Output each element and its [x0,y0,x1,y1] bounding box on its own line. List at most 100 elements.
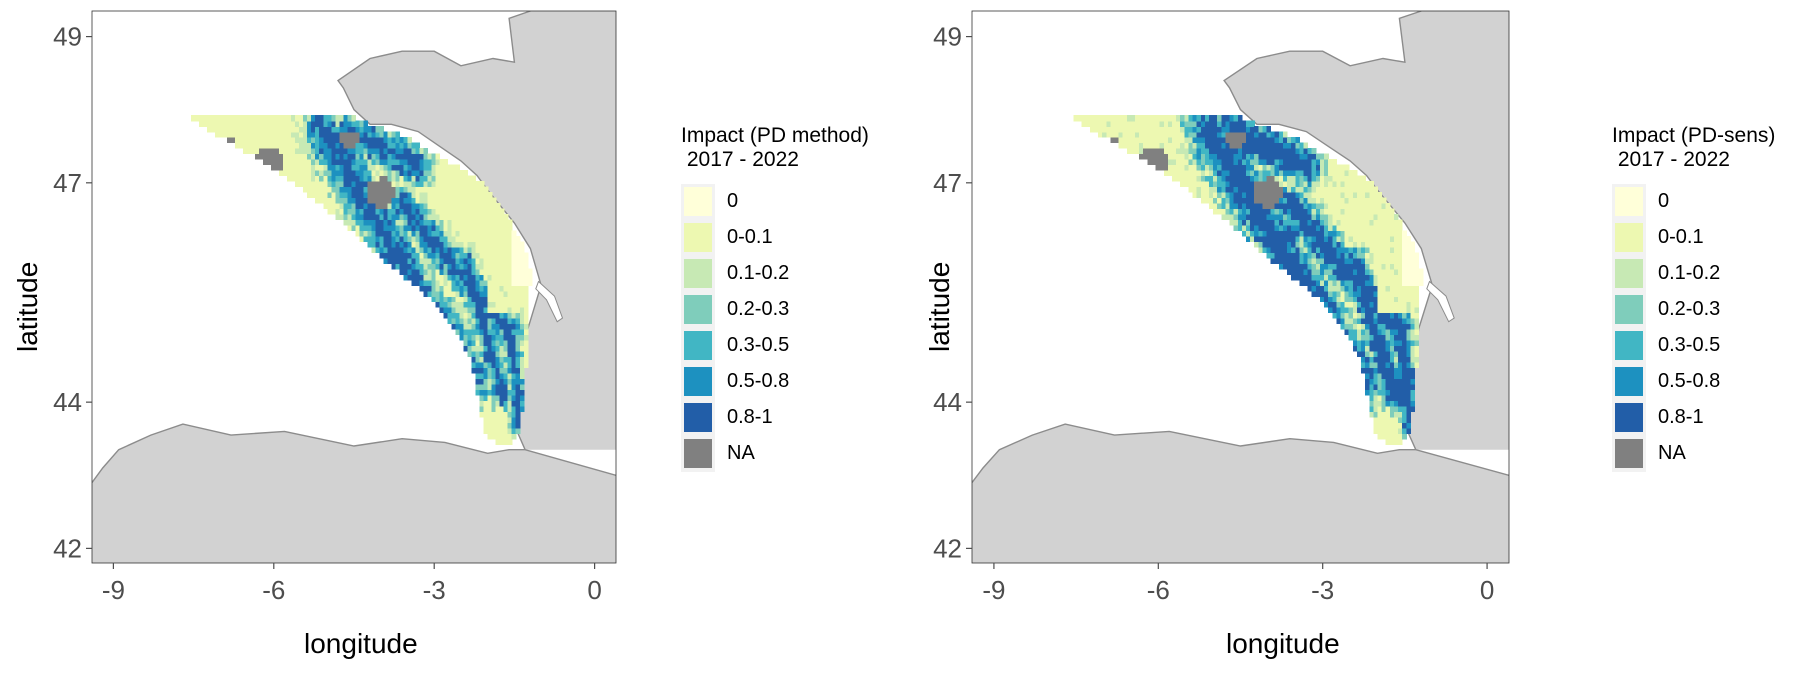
raster-cell [391,170,396,177]
raster-cell [395,224,400,231]
raster-cell [1295,153,1300,160]
raster-cell [1324,175,1329,182]
raster-cell [1377,340,1383,347]
raster-cell [475,246,481,253]
raster-cell [439,186,445,193]
raster-cell [1365,202,1370,209]
raster-cell [499,345,505,352]
raster-cell [1287,164,1292,171]
raster-cell [383,219,388,226]
raster-cell [1340,213,1346,220]
raster-cell [443,312,449,319]
raster-cell [1311,252,1317,259]
raster-cell [387,219,392,226]
raster-cell [1389,246,1395,253]
raster-cell [1143,153,1148,160]
raster-cell [1410,361,1416,368]
raster-cell [1389,290,1395,297]
raster-cell [303,159,308,166]
raster-cell [1332,219,1337,226]
raster-cell [483,202,489,209]
legend-label: NA [1658,442,1686,464]
raster-cell [399,159,404,166]
raster-cell [435,285,441,292]
raster-cell [447,230,453,237]
raster-cell [1213,208,1218,215]
raster-cell [1373,351,1379,358]
raster-cell [399,170,404,177]
raster-cell [283,120,288,127]
raster-cell [1365,274,1370,281]
raster-cell [1406,351,1411,358]
raster-cell [451,192,457,199]
raster-cell [1151,115,1157,122]
raster-cell [1237,181,1243,188]
raster-cell [239,115,244,122]
raster-cell [419,263,425,270]
raster-cell [499,378,505,385]
raster-cell [435,197,441,204]
raster-cell [347,213,352,220]
raster-cell [1254,148,1259,155]
raster-cell [1352,263,1358,270]
raster-cell [1303,170,1309,177]
raster-cell [491,318,497,325]
raster-cell [1414,329,1420,336]
raster-cell [495,246,501,253]
raster-cell [363,192,368,199]
raster-cell [1274,252,1280,259]
raster-cell [351,192,356,199]
raster-cell [391,202,396,209]
raster-cell [523,279,529,286]
raster-cell [1385,383,1391,390]
raster-cell [511,389,517,396]
raster-cell [495,400,501,407]
raster-cell [1398,296,1403,303]
raster-cell [519,296,525,303]
raster-cell [1254,164,1259,171]
raster-cell [1373,405,1379,412]
raster-cell [419,175,425,182]
raster-cell [1307,279,1313,286]
legend-swatch [684,259,712,288]
raster-cell [1356,323,1362,330]
raster-cell [351,181,356,188]
raster-cell [435,175,441,182]
raster-cell [399,142,404,149]
raster-cell [499,433,505,440]
raster-cell [315,170,320,177]
raster-cell [499,389,505,396]
raster-cell [1389,334,1395,341]
raster-cell [1311,164,1317,171]
raster-cell [1270,159,1276,166]
raster-cell [415,192,421,199]
legend-item: 0.1-0.2 [1612,256,1775,292]
raster-cell [1225,120,1231,127]
raster-cell [391,241,396,248]
raster-cell [1237,186,1243,193]
raster-cell [279,120,284,127]
raster-cell [1389,367,1395,374]
raster-cell [1233,197,1239,204]
raster-cell [479,400,485,407]
y-tick-label: 49 [933,22,962,52]
raster-cell [1122,137,1128,144]
raster-cell [1381,219,1387,226]
raster-cell [1233,175,1239,182]
raster-cell [1348,197,1354,204]
raster-cell [391,257,396,264]
raster-cell [487,340,493,347]
raster-cell [383,131,388,138]
raster-cell [487,394,493,401]
raster-cell [507,301,513,308]
raster-cell [407,202,413,209]
raster-cell [1295,235,1300,242]
raster-cell [411,148,417,155]
raster-cell [1385,274,1391,281]
raster-cell [1258,153,1263,160]
raster-cell [1295,170,1300,177]
raster-cell [299,164,304,171]
raster-cell [311,131,316,138]
raster-cell [1299,153,1305,160]
raster-cell [431,175,437,182]
